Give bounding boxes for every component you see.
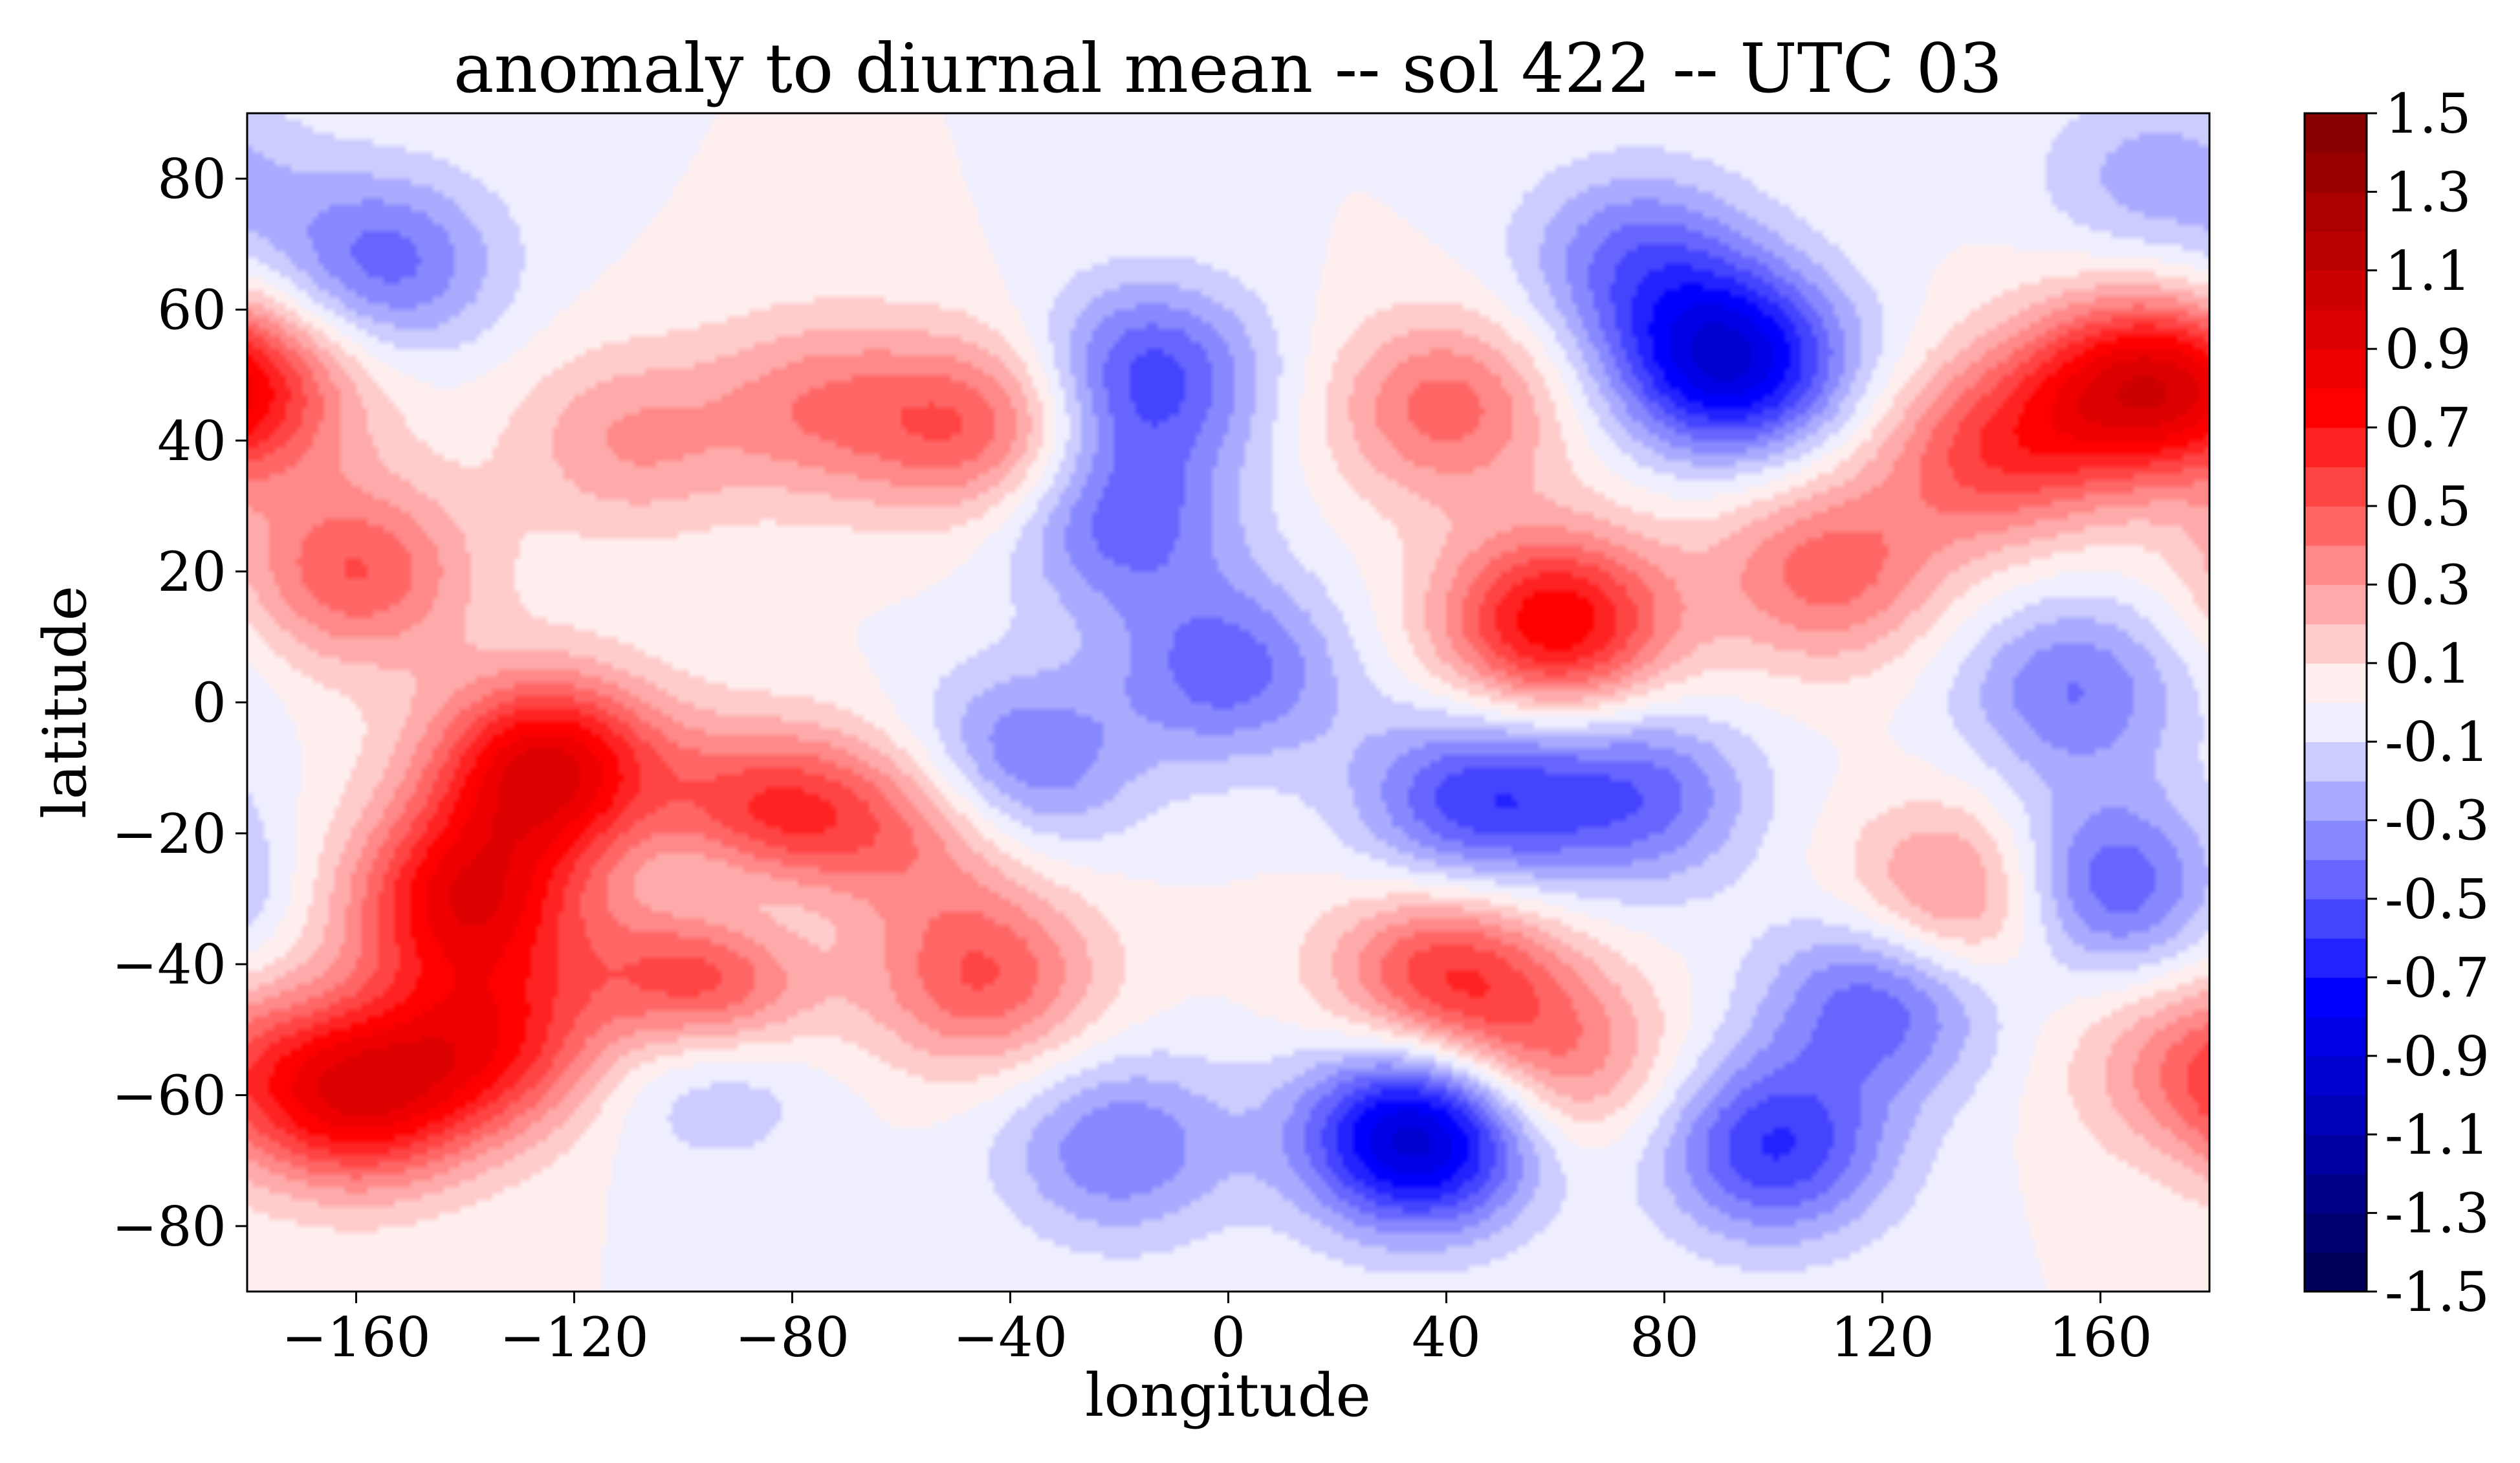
y-tick-label: −60 [112, 1064, 226, 1128]
y-tick-label: 80 [157, 148, 226, 211]
colorbar-segment [2305, 545, 2367, 586]
colorbar-segment [2305, 270, 2367, 311]
colorbar-segment [2305, 820, 2367, 861]
colorbar [2303, 112, 2368, 1293]
colorbar-tick-label: -1.3 [2385, 1182, 2490, 1246]
colorbar-segment [2305, 1134, 2367, 1174]
colorbar-ticks: 1.5 1.3 1.1 0.9 0.7 0.5 0.3 0.1 -0.1 -0.3 -0.5 -0.7… [2367, 82, 2490, 1324]
x-tick-label: −120 [499, 1306, 649, 1369]
colorbar-segment [2305, 1213, 2367, 1253]
y-tick-label: 60 [157, 279, 226, 342]
colorbar-tick-label: -0.3 [2385, 789, 2490, 853]
colorbar-segment [2305, 584, 2367, 624]
colorbar-segment [2305, 1055, 2367, 1096]
colorbar-segment [2305, 1095, 2367, 1135]
colorbar-segment [2305, 152, 2367, 193]
colorbar-segment [2305, 231, 2367, 271]
y-tick-label: 20 [157, 540, 226, 604]
colorbar-segment [2305, 467, 2367, 507]
colorbar-segment [2305, 388, 2367, 428]
y-axis-ticks: 80 60 40 20 0 −20 −40 −60 −80 [112, 148, 247, 1259]
colorbar-segment [2305, 1252, 2367, 1292]
colorbar-tick-label: -0.5 [2385, 868, 2490, 931]
colorbar-frame [2303, 112, 2368, 1293]
colorbar-segment [2305, 506, 2367, 546]
y-tick-label: −40 [112, 933, 226, 996]
colorbar-segment [2305, 309, 2367, 349]
x-tick-label: 120 [1830, 1306, 1934, 1369]
y-axis-label: latitude [30, 586, 100, 819]
colorbar-tick-label: -1.1 [2385, 1103, 2490, 1167]
x-tick-label: −40 [953, 1306, 1068, 1369]
colorbar-segment [2305, 663, 2367, 703]
colorbar-segment [2305, 938, 2367, 978]
colorbar-segment [2305, 899, 2367, 939]
x-tick-label: 80 [1630, 1306, 1699, 1369]
x-axis-label: longitude [1085, 1361, 1371, 1430]
x-tick-label: −160 [281, 1306, 431, 1369]
colorbar-tick-label: 0.3 [2385, 553, 2471, 617]
colorbar-segment [2305, 780, 2367, 821]
colorbar-tick-label: 0.1 [2385, 632, 2471, 696]
x-tick-label: 40 [1412, 1306, 1481, 1369]
colorbar-segment [2305, 1017, 2367, 1057]
colorbar-tick-label: 1.1 [2385, 239, 2471, 303]
colorbar-segment [2305, 1173, 2367, 1214]
colorbar-segment [2305, 192, 2367, 232]
colorbar-tick-label: 1.3 [2385, 160, 2471, 224]
contour-plot-area [247, 113, 2209, 1292]
colorbar-segment [2305, 977, 2367, 1017]
y-tick-label: 0 [192, 672, 226, 735]
colorbar-tick-label: 0.9 [2385, 318, 2471, 381]
x-axis-ticks: −160 −120 −80 −40 0 40 80 120 160 [281, 1292, 2153, 1369]
chart-title: anomaly to diurnal mean -- sol 422 -- UT… [454, 29, 2002, 108]
colorbar-segment [2305, 702, 2367, 742]
colorbar-tick-label: -0.9 [2385, 1025, 2490, 1088]
colorbar-tick-label: 1.5 [2385, 82, 2471, 146]
anomaly-contour-field [247, 113, 2209, 1292]
colorbar-segment [2305, 742, 2367, 782]
colorbar-tick-label: 0.7 [2385, 397, 2471, 460]
y-tick-label: 40 [157, 410, 226, 473]
colorbar-tick-label: -0.7 [2385, 946, 2490, 1009]
y-tick-label: −80 [112, 1195, 226, 1259]
colorbar-tick-label: -1.5 [2385, 1260, 2490, 1324]
colorbar-segment [2305, 113, 2367, 153]
x-tick-label: −80 [735, 1306, 849, 1369]
colorbar-segment [2305, 624, 2367, 664]
x-tick-label: 0 [1211, 1306, 1245, 1369]
x-tick-label: 160 [2048, 1306, 2152, 1369]
y-tick-label: −20 [112, 802, 226, 866]
colorbar-segment [2305, 859, 2367, 899]
colorbar-tick-label: 0.5 [2385, 475, 2471, 538]
colorbar-tick-label: -0.1 [2385, 710, 2490, 774]
colorbar-segment [2305, 349, 2367, 389]
colorbar-segment [2305, 427, 2367, 468]
